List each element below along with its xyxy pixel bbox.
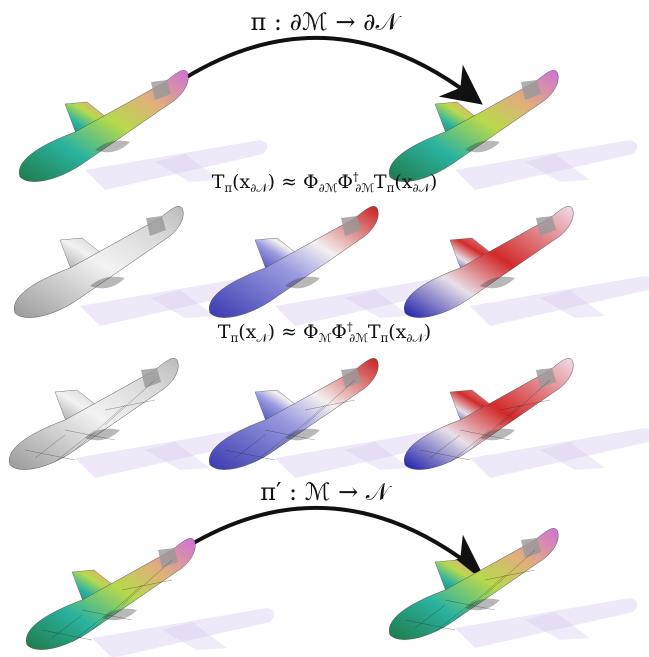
formula-part: (x xyxy=(238,321,256,343)
formula-part: T xyxy=(212,171,225,193)
formula-part: π xyxy=(224,181,232,195)
figure: π : ∂ℳ → ∂𝒩 Tπ(x∂𝒩) ≈ Φ∂ℳΦ†∂ℳTπ(x∂𝒩) Tπ(… xyxy=(0,0,649,657)
arrow xyxy=(185,38,470,95)
formula-part: ) ≈ Φ xyxy=(268,321,319,343)
formula-part: π : ∂ℳ → ∂𝒩 xyxy=(251,8,399,36)
formula-part: T xyxy=(368,321,381,343)
formula-part: ∂𝒩 xyxy=(406,331,423,345)
formula-part: (x xyxy=(388,321,406,343)
formula-part: π′ : ℳ → 𝒩 xyxy=(260,478,389,506)
formula-part: Φ xyxy=(331,321,347,343)
formula: Tπ(x𝒩) ≈ ΦℳΦ†∂ℳTπ(x∂𝒩) xyxy=(0,320,649,346)
airplane xyxy=(404,358,649,478)
formula-part: ∂ℳ xyxy=(349,331,368,345)
formula-part: T xyxy=(374,171,387,193)
airplane xyxy=(26,538,274,657)
formula-part: ) xyxy=(430,171,437,193)
formula-part: ∂ℳ xyxy=(355,181,374,195)
formula: π : ∂ℳ → ∂𝒩 xyxy=(0,8,649,36)
formula: Tπ(x∂𝒩) ≈ Φ∂ℳΦ†∂ℳTπ(x∂𝒩) xyxy=(0,170,649,196)
airplane xyxy=(389,528,637,648)
formula-part: (x xyxy=(394,171,412,193)
formula: π′ : ℳ → 𝒩 xyxy=(0,478,649,506)
formula-part: 𝒩 xyxy=(256,331,267,345)
formula-part: (x xyxy=(232,171,250,193)
formula-part: ℳ xyxy=(319,331,332,345)
formula-part: ) xyxy=(424,321,431,343)
formula-part: ∂ℳ xyxy=(319,181,338,195)
formula-part: ) ≈ Φ xyxy=(268,171,319,193)
formula-part: T xyxy=(218,321,231,343)
arrow xyxy=(185,508,470,565)
formula-part: ∂𝒩 xyxy=(250,181,267,195)
formula-part: ∂𝒩 xyxy=(412,181,429,195)
formula-part: Φ xyxy=(337,171,353,193)
airplane xyxy=(404,206,649,326)
